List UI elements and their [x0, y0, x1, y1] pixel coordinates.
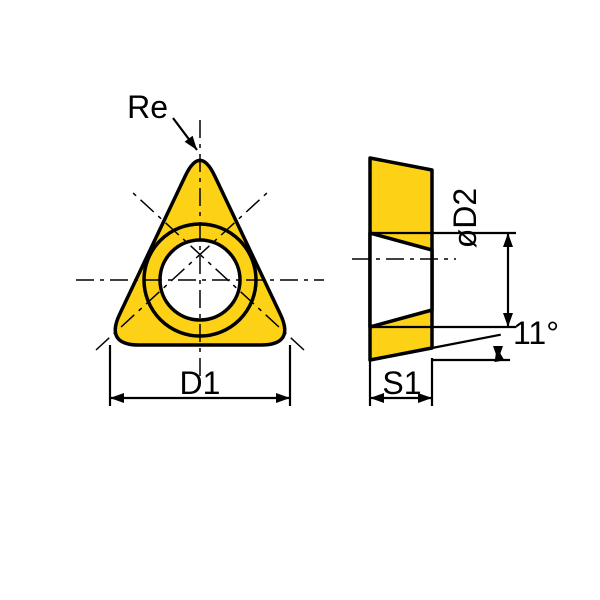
technical-drawing: Re D1 S1 øD2 11°	[0, 0, 600, 600]
hole-section	[370, 233, 432, 327]
side-view: S1 øD2 11°	[352, 158, 559, 406]
dim-label: øD2	[447, 188, 483, 248]
front-view: Re D1	[76, 89, 324, 406]
dimension: S1	[370, 358, 432, 406]
dim-label: S1	[382, 365, 421, 401]
dimension: D1	[110, 345, 290, 406]
label-re: Re	[127, 89, 168, 125]
label-angle: 11°	[513, 315, 559, 351]
dim-label: D1	[180, 365, 221, 401]
angle-flank-ext	[432, 335, 501, 348]
